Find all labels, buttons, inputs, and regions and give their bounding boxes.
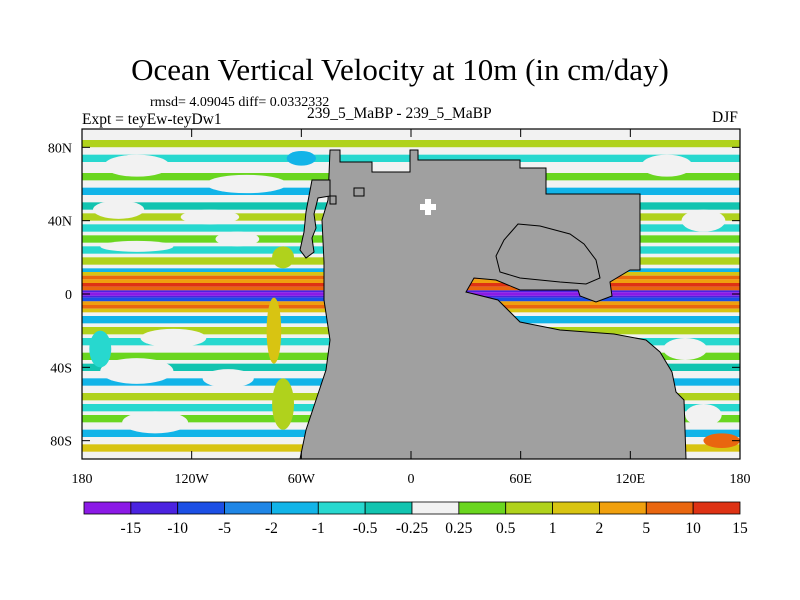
land-mask — [299, 149, 687, 459]
velocity-patch — [685, 404, 722, 426]
case-label: 239_5_MaBP - 239_5_MaBP — [307, 105, 492, 122]
colorbar-label: 10 — [685, 520, 701, 537]
land-islands — [329, 187, 436, 215]
colorbar-swatch — [552, 501, 600, 515]
land-island — [353, 187, 365, 197]
colorbar-swatch — [271, 501, 319, 515]
x-tick-label: 60E — [509, 472, 532, 487]
colorbar-swatch — [645, 501, 694, 515]
velocity-patch — [100, 240, 174, 252]
velocity-patch — [215, 231, 260, 247]
velocity-patch — [663, 338, 708, 360]
velocity-patch — [140, 328, 207, 348]
velocity-patch — [180, 209, 240, 225]
velocity-patch — [202, 369, 254, 388]
y-tick-label: 0 — [65, 288, 72, 303]
chart-title: Ocean Vertical Velocity at 10m (in cm/da… — [131, 52, 669, 87]
stats-label: rmsd= 4.09045 diff= 0.0332332 — [150, 95, 330, 110]
colorbar-swatch — [177, 501, 225, 515]
velocity-band — [82, 140, 740, 148]
colorbar-swatch — [599, 501, 647, 515]
y-tick-label: 80N — [48, 141, 72, 156]
colorbar-swatch — [458, 501, 507, 515]
y-tick-label: 40S — [50, 361, 72, 376]
colorbar-label: 15 — [732, 520, 748, 537]
colorbar-label: 5 — [642, 520, 650, 537]
land-western-continent — [299, 149, 687, 459]
axes: 180 120W 60W 0 60E 120E 180 80N 40N 0 40S 80S — [48, 129, 751, 487]
colorbar-label: 1 — [549, 520, 557, 537]
colorbar-label: -10 — [167, 520, 188, 537]
velocity-patch — [641, 154, 693, 177]
experiment-label: Expt = teyEw-teyDw1 — [82, 111, 222, 128]
colorbar-swatch — [317, 501, 366, 515]
colorbar-swatch — [505, 501, 553, 515]
velocity-patch — [272, 246, 295, 269]
colorbar-swatch — [130, 501, 179, 515]
colorbar-label: 2 — [596, 520, 604, 537]
land-inner-island — [495, 223, 601, 285]
x-tick-label: 60W — [288, 472, 316, 487]
colorbar-label: 0.5 — [496, 520, 516, 537]
y-tick-label: 40N — [48, 215, 72, 230]
velocity-patch — [272, 378, 295, 430]
colorbar-label: -0.5 — [353, 520, 378, 537]
colorbar-swatch — [83, 501, 132, 515]
land-island — [329, 195, 337, 205]
x-tick-label: 120E — [616, 472, 646, 487]
x-tick-label: 0 — [408, 472, 415, 487]
colorbar-label: -2 — [265, 520, 278, 537]
velocity-patch — [103, 154, 170, 177]
land-gap — [425, 199, 431, 215]
colorbar-label: -15 — [121, 520, 142, 537]
velocity-patch — [286, 151, 316, 166]
colorbar-label: -0.25 — [396, 520, 429, 537]
velocity-patch — [266, 297, 282, 364]
x-tick-label: 120W — [175, 472, 210, 487]
x-tick-label: 180 — [72, 472, 93, 487]
velocity-patch — [92, 200, 145, 219]
colorbar-swatch — [364, 501, 413, 515]
velocity-patch — [681, 209, 726, 232]
colorbar-swatch — [224, 501, 272, 515]
velocity-patch — [89, 330, 112, 368]
x-tick-label: 180 — [730, 472, 751, 487]
colorbar-label: -1 — [312, 520, 325, 537]
velocity-patch — [206, 174, 287, 194]
colorbar: -15 -10 -5 -2 -1 -0.5 -0.25 0.25 0.5 1 2 5 10 15 — [83, 501, 748, 537]
y-tick-label: 80S — [50, 435, 72, 450]
colorbar-label: -5 — [218, 520, 231, 537]
velocity-patch — [100, 358, 174, 384]
velocity-patch — [122, 411, 189, 434]
colorbar-swatch — [411, 501, 460, 515]
velocity-patch — [703, 433, 740, 448]
colorbar-swatch — [692, 501, 741, 515]
colorbar-label: 0.25 — [445, 520, 472, 537]
season-label: DJF — [712, 109, 738, 126]
